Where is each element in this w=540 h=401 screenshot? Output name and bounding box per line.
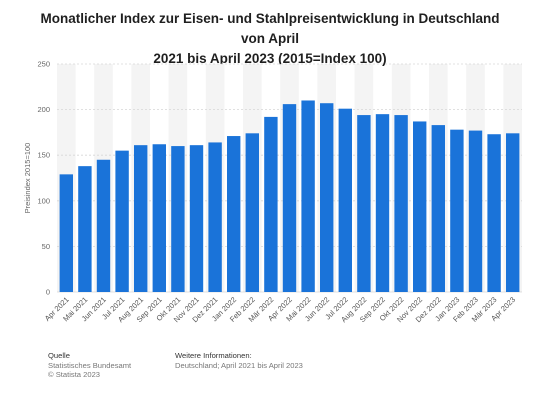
bar xyxy=(394,115,408,293)
bar xyxy=(96,159,111,292)
bar xyxy=(282,104,297,293)
info-line-1: Deutschland; April 2021 bis April 2023 xyxy=(175,360,303,370)
bar xyxy=(431,125,445,292)
bar xyxy=(320,103,334,292)
y-tick-label: 0 xyxy=(46,288,50,297)
bar xyxy=(78,166,92,292)
y-tick-label: 50 xyxy=(42,242,50,251)
y-tick-label: 100 xyxy=(37,196,50,205)
info-block: Weitere Informationen: Deutschland; Apri… xyxy=(175,351,303,370)
bar xyxy=(450,129,464,292)
bar xyxy=(506,133,520,292)
bar xyxy=(115,150,129,292)
source-label: Quelle xyxy=(48,351,70,360)
bar xyxy=(301,100,315,292)
bar xyxy=(338,108,352,292)
bar xyxy=(264,116,278,292)
bar xyxy=(487,134,501,292)
y-tick-label: 250 xyxy=(37,60,50,69)
source-line-2: © Statista 2023 xyxy=(48,370,101,379)
bar xyxy=(152,144,166,292)
bar xyxy=(357,115,371,293)
bar xyxy=(59,174,73,292)
bar xyxy=(227,136,241,292)
chart-title-line-2: 2021 bis April 2023 (2015=Index 100) xyxy=(153,51,387,66)
bar xyxy=(245,133,259,292)
bar xyxy=(413,121,427,293)
bar xyxy=(208,142,222,292)
bar xyxy=(134,145,148,292)
bar xyxy=(375,114,390,292)
chart-title-line-1: Monatlicher Index zur Eisen- und Stahlpr… xyxy=(40,11,500,46)
y-tick-label: 200 xyxy=(37,105,50,114)
source-line-1: Statistisches Bundesamt xyxy=(48,360,132,370)
y-axis-label: Preisindex 2015=100 xyxy=(23,143,32,214)
chart-title: Monatlicher Index zur Eisen- und Stahlpr… xyxy=(40,9,500,69)
info-label: Weitere Informationen: xyxy=(175,351,252,360)
y-tick-label: 150 xyxy=(37,151,50,160)
bar xyxy=(189,145,204,292)
source-block: Quelle Statistisches Bundesamt © Statist… xyxy=(48,351,131,380)
bar xyxy=(468,130,483,292)
bar xyxy=(171,146,185,292)
